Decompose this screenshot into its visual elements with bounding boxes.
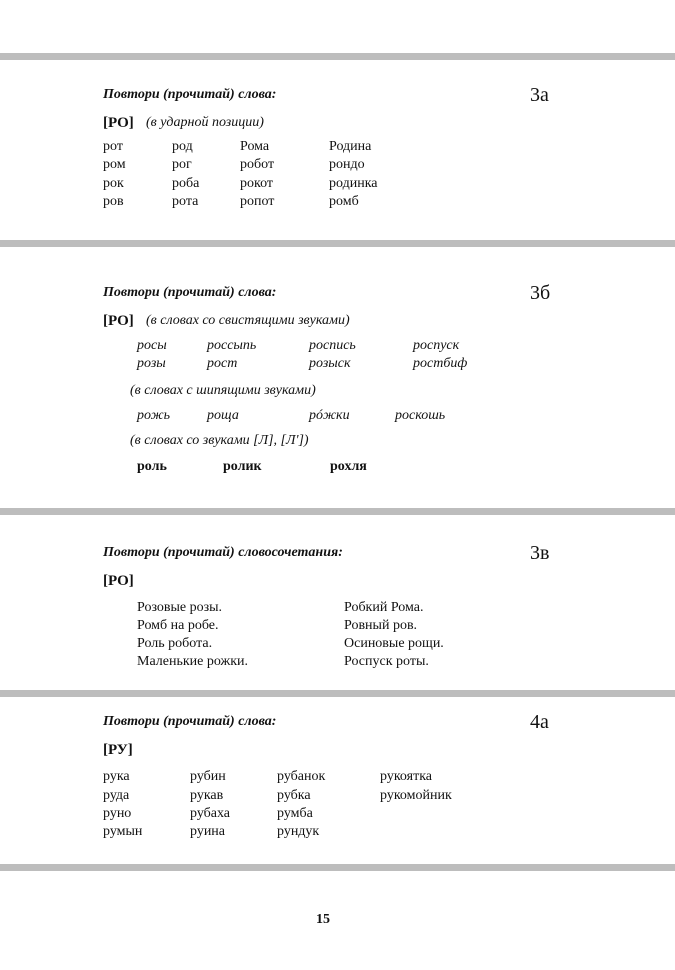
word: роспись (309, 338, 356, 353)
word: розы (137, 356, 166, 371)
word: росы (137, 338, 167, 353)
section-note: (в словах с шипящими звуками) (130, 383, 316, 398)
word: ролик (223, 459, 262, 474)
exercise-number: 3а (530, 84, 549, 106)
word: руно (103, 806, 132, 821)
word: руда (103, 788, 130, 803)
divider (0, 864, 675, 871)
sound-label: [РУ] (103, 742, 133, 758)
word: рундук (277, 824, 320, 839)
word: ромб (329, 194, 359, 209)
word: Розовые розы. (137, 600, 223, 615)
divider (0, 240, 675, 247)
word: Робкий Рома. (344, 600, 424, 615)
word: Ровный ров. (344, 618, 418, 633)
word: Роспуск роты. (344, 654, 429, 669)
word: рубин (190, 769, 226, 784)
word: роль (137, 459, 167, 474)
word: робот (240, 157, 275, 172)
word: рожь (137, 408, 171, 423)
word: род (172, 139, 193, 154)
word: румын (103, 824, 143, 839)
word: рота (172, 194, 199, 209)
word: рубаха (190, 806, 230, 821)
word: рукомойник (380, 788, 452, 803)
word: рука (103, 769, 130, 784)
exercise-number: 3б (530, 282, 551, 304)
word: рукав (190, 788, 224, 803)
word: роскошь (395, 408, 446, 423)
exercise-number: 4а (530, 711, 549, 733)
word: рот (103, 139, 123, 154)
word: ром (103, 157, 126, 172)
word: ропот (240, 194, 275, 209)
word: Рома (240, 139, 270, 154)
word: роща (207, 408, 239, 423)
word: румба (277, 806, 313, 821)
exercise-number: 3в (530, 542, 550, 564)
section-note: (в словах со свистящими звуками) (146, 313, 350, 328)
word: рост (207, 356, 238, 371)
word: рубка (277, 788, 311, 803)
divider (0, 508, 675, 515)
word: Осиновые рощи. (344, 636, 444, 651)
word: рог (172, 157, 192, 172)
page-number: 15 (316, 912, 330, 927)
word: рукоятка (380, 769, 433, 784)
word: ров (103, 194, 124, 209)
word: рубанок (277, 769, 326, 784)
divider (0, 53, 675, 60)
sound-label: [РО] (103, 313, 134, 329)
word: Ромб на робе. (137, 618, 219, 633)
word: руина (190, 824, 226, 839)
word: роспуск (413, 338, 460, 353)
word: рóжки (309, 408, 350, 423)
word: рок (103, 176, 124, 191)
section-note: (в словах со звуками [Л], [Л']) (130, 433, 309, 448)
sound-label: [РО] (103, 573, 134, 589)
word: Родина (329, 139, 372, 154)
word: ростбиф (413, 356, 468, 371)
word: розыск (309, 356, 351, 371)
word: рокот (240, 176, 274, 191)
section-title: Повтори (прочитай) слова: (103, 285, 277, 300)
section-title: Повтори (прочитай) слова: (103, 714, 277, 729)
sound-label: [РО] (103, 115, 134, 131)
word: родинка (329, 176, 378, 191)
word: рондо (329, 157, 365, 172)
section-title: Повтори (прочитай) слова: (103, 87, 277, 102)
word: рохля (330, 459, 367, 474)
word: роба (172, 176, 200, 191)
word: Роль робота. (137, 636, 213, 651)
divider (0, 690, 675, 697)
word: россыпь (207, 338, 257, 353)
section-title: Повтори (прочитай) словосочетания: (103, 545, 343, 560)
section-note: (в ударной позиции) (146, 115, 264, 130)
word: Маленькие рожки. (137, 654, 248, 669)
